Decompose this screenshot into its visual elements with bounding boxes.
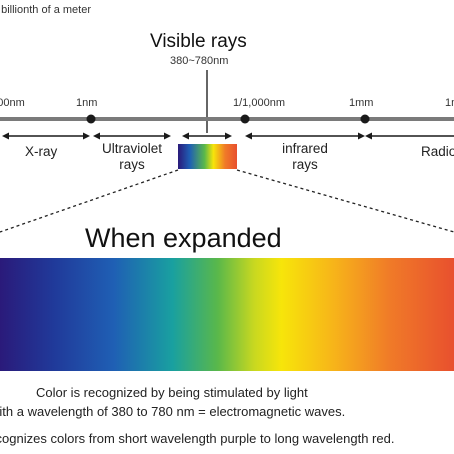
region-label-infrared-line1: infrared	[282, 141, 328, 156]
radio-arrowhead-left	[365, 132, 372, 140]
tick-label-1m: 1m	[445, 97, 454, 109]
unit-note: 1nm = 1 billionth of a meter	[0, 4, 91, 16]
ir-arrowhead-left	[245, 132, 252, 140]
expand-line-left	[0, 169, 179, 233]
visible-spectrum-expanded	[0, 258, 454, 371]
tick-label-1-1000nm: 1/1,000nm	[233, 97, 285, 109]
uv-arrowhead-left	[93, 132, 100, 140]
tick-marker-3	[360, 114, 370, 124]
tick-label-1nm: 1nm	[76, 97, 98, 109]
region-label-radio: Radio waves	[421, 144, 454, 159]
region-label-ultraviolet-line2: rays	[119, 156, 145, 172]
tick-marker-2	[240, 114, 250, 124]
visible-rays-title: Visible rays	[150, 31, 247, 52]
caption-line-2: with a wavelength of 380 to 780 nm = ele…	[0, 404, 346, 419]
ir-arrowhead-right	[358, 132, 365, 140]
expand-line-right	[236, 169, 454, 233]
region-label-xray: X-ray	[25, 144, 58, 159]
region-label-ultraviolet: Ultraviolet rays	[96, 141, 168, 172]
uv-arrowhead-right	[164, 132, 171, 140]
xray-arrowhead-left	[2, 132, 9, 140]
region-label-ultraviolet-line1: Ultraviolet	[101, 141, 163, 156]
caption-line-3: recognizes colors from short wavelength …	[0, 431, 395, 446]
visible-rays-range: 380~780nm	[170, 55, 229, 67]
visible-arrowhead-left	[182, 132, 189, 140]
visible-arrowhead-right	[225, 132, 232, 140]
tick-label-1mm: 1mm	[349, 97, 374, 109]
tick-marker-1	[86, 114, 96, 124]
visible-spectrum-thumbnail	[178, 144, 237, 169]
xray-arrowhead-right	[83, 132, 90, 140]
tick-label-1-100nm: 1/100nm	[0, 97, 25, 109]
expanded-title: When expanded	[85, 223, 282, 253]
region-label-infrared-line2: rays	[292, 156, 318, 172]
region-label-infrared: infrared rays	[262, 141, 348, 172]
caption-line-1: Color is recognized by being stimulated …	[36, 385, 308, 400]
